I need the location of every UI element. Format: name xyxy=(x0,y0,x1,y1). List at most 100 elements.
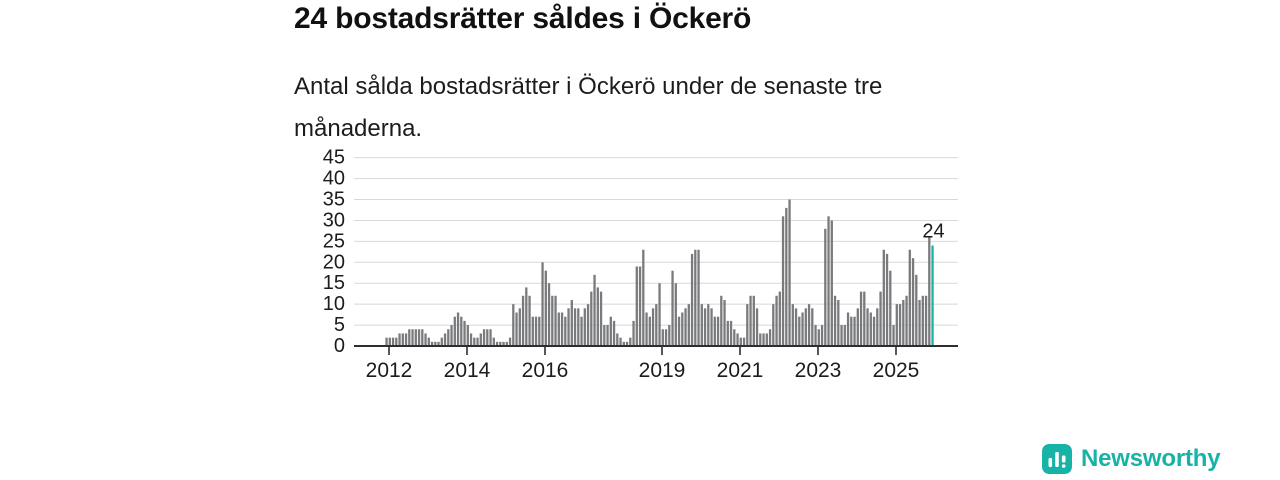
bar xyxy=(664,329,668,346)
bar xyxy=(505,341,508,346)
newsworthy-logo-link[interactable]: Newsworthy xyxy=(1042,444,1221,474)
bar xyxy=(684,308,687,346)
bar xyxy=(843,325,846,346)
bar xyxy=(827,216,830,346)
bar xyxy=(908,249,911,346)
bar xyxy=(417,329,421,346)
bar xyxy=(622,341,625,346)
bar xyxy=(752,295,755,346)
bar xyxy=(742,337,746,346)
bar xyxy=(560,312,564,346)
bar xyxy=(580,316,583,346)
bar xyxy=(534,316,538,346)
bar xyxy=(515,312,518,346)
bar xyxy=(713,316,716,346)
y-tick-label: 20 xyxy=(323,251,345,273)
bar xyxy=(668,325,671,346)
bar xyxy=(606,325,609,346)
bar xyxy=(450,325,453,346)
bar xyxy=(768,329,772,346)
bar xyxy=(463,320,466,346)
x-tick-label: 2012 xyxy=(366,359,413,382)
bar xyxy=(544,270,547,346)
y-tick-label: 40 xyxy=(323,168,345,190)
bar xyxy=(430,341,434,346)
y-tick-label: 0 xyxy=(334,335,345,357)
bar xyxy=(395,337,398,346)
bar xyxy=(898,304,902,346)
bar xyxy=(642,249,645,346)
bar xyxy=(437,341,440,346)
x-tick-label: 2021 xyxy=(717,359,764,382)
y-tick-label: 10 xyxy=(323,293,345,315)
bar xyxy=(879,291,882,346)
bar xyxy=(625,341,629,346)
bar xyxy=(911,258,915,346)
bar xyxy=(495,341,499,346)
bar xyxy=(872,316,876,346)
bar xyxy=(720,295,723,346)
bar xyxy=(551,295,554,346)
bar xyxy=(798,316,801,346)
bar xyxy=(518,308,521,346)
bar xyxy=(801,312,804,346)
bar xyxy=(788,199,791,346)
x-tick-label: 2014 xyxy=(444,359,491,382)
bar-highlighted xyxy=(931,245,934,346)
bar xyxy=(499,341,502,346)
bar xyxy=(811,308,814,346)
bar xyxy=(885,253,889,346)
bar xyxy=(492,337,495,346)
bar xyxy=(781,216,785,346)
page-title: 24 bostadsrätter såldes i Öckerö xyxy=(294,2,752,35)
bar xyxy=(577,308,580,346)
bar xyxy=(918,299,921,346)
bar xyxy=(547,283,551,346)
bar xyxy=(502,341,505,346)
bar xyxy=(616,333,619,346)
bar xyxy=(609,316,612,346)
bar xyxy=(599,291,603,346)
bar xyxy=(590,291,593,346)
bar xyxy=(385,337,388,346)
bar xyxy=(716,316,720,346)
bar xyxy=(538,316,541,346)
bar xyxy=(531,316,534,346)
bar xyxy=(489,329,492,346)
bar xyxy=(876,308,879,346)
bar xyxy=(473,337,476,346)
bar xyxy=(733,329,736,346)
bar xyxy=(921,295,924,346)
bar xyxy=(778,291,781,346)
bar xyxy=(414,329,417,346)
y-tick-label: 15 xyxy=(323,272,345,294)
bar xyxy=(690,253,694,346)
bar xyxy=(837,299,840,346)
bar xyxy=(593,274,596,346)
bar xyxy=(814,325,817,346)
x-tick-label: 2025 xyxy=(873,359,920,382)
bar xyxy=(820,325,824,346)
y-tick-label: 30 xyxy=(323,209,345,231)
bar xyxy=(411,329,414,346)
bar xyxy=(573,308,577,346)
bar xyxy=(447,329,450,346)
bar xyxy=(924,295,928,346)
bar xyxy=(655,304,658,346)
y-tick-label: 25 xyxy=(323,230,345,252)
bar xyxy=(804,308,807,346)
bar xyxy=(739,337,742,346)
bar xyxy=(700,304,703,346)
bar xyxy=(651,308,655,346)
bar xyxy=(564,316,567,346)
x-tick-label: 2023 xyxy=(795,359,842,382)
y-tick-label: 5 xyxy=(334,314,345,336)
x-tick-label: 2019 xyxy=(639,359,686,382)
bar xyxy=(772,304,775,346)
bar xyxy=(440,337,443,346)
bar xyxy=(833,295,837,346)
x-tick-label: 2016 xyxy=(522,359,569,382)
bar xyxy=(902,299,905,346)
bar xyxy=(791,304,794,346)
